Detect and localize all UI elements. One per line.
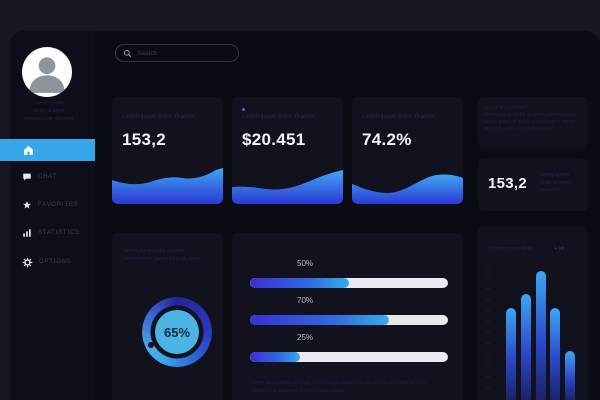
sidebar-item-options[interactable]: OPTIONS [22,255,92,269]
bar-chart-title: Lorem ipsum dolor [488,246,534,252]
sparkline-chart [352,166,463,204]
donut-card: Lorem ipsum dolor sit amet, consectetuer… [112,233,223,400]
progress-label: 70% [297,296,314,305]
search-placeholder: Search [137,49,158,57]
progress-track [250,278,448,288]
card-caption-line: consecte [540,187,561,193]
progress-fill [250,278,349,288]
bullet-dot-icon [242,108,245,111]
footer-text-line: incididunt ut labore et dolore magna ali… [250,388,346,394]
card-caption: Lorem ipsum dolor sit amet, consecte [540,172,582,195]
axis-tick [486,288,490,289]
bar [521,293,531,400]
bar [550,307,560,400]
axis-tick [486,299,490,300]
donut-caption-line: Lorem ipsum dolor sit amet, [124,248,186,254]
axis-tick [486,354,490,355]
star-icon [23,201,31,209]
user-bio-line: consectetuer elit amet [24,116,74,122]
bar-chart-card: Lorem ipsum dolor + sit [478,226,588,400]
card-value: 153,2 [122,130,167,149]
card-label: Lorem ipsum dolor sit amet [362,114,435,120]
axis-tick [486,266,490,267]
sidebar-item-label: STATISTICS [38,230,80,236]
card-value: $20.451 [242,130,306,149]
progress-card: 50% 70% 25% Lorem ipsum dolor sit amet, … [232,233,463,400]
axis-tick [486,365,490,366]
chat-icon [23,173,31,181]
text-line: Lorem ipsum dolor sit amet, consectetuer [484,112,576,118]
bar [565,351,575,400]
stat-card: Lorem ipsum dolor sit amet 153,2 [112,97,223,204]
footer-text-line: Lorem ipsum dolor sit amet, consectetur … [250,380,426,386]
user-bio: Lorem ipsum dolor sit amet consectetuer … [16,99,82,123]
sidebar-item-statistics[interactable]: STATISTICS [22,226,92,240]
sparkline-chart [232,166,343,204]
progress-footer: Lorem ipsum dolor sit amet, consectetur … [250,379,425,395]
axis-tick [486,310,490,311]
donut-percent: 65% [163,324,191,340]
donut-caption-line: consectetuer ipsum dolor sit amet. [124,256,201,262]
card-label: Lorem ipsum dolor sit amet [122,114,195,120]
progress-label: 50% [297,259,314,268]
card-label: Lorem ipsum dolor sit amet [242,114,315,120]
user-bio-line: dolor sit amet [33,108,64,114]
card-value: 74.2% [362,130,412,149]
progress-label: 25% [297,333,314,342]
stat-card-side: 153,2 Lorem ipsum dolor sit amet, consec… [478,158,588,211]
avatar[interactable] [22,47,72,97]
text-card: Lorem ipsum dolor Lorem ipsum dolor sit … [478,97,588,148]
progress-fill [250,315,389,325]
progress-fill [250,352,300,362]
text-line: Lorem ipsum dolor [484,105,526,111]
donut-gap [148,342,154,348]
bar [506,307,516,400]
progress-track [250,315,448,325]
stat-card: Lorem ipsum dolor sit amet $20.451 [232,97,343,204]
sidebar-item-home[interactable] [0,139,95,161]
card-value: 153,2 [488,175,528,192]
axis-tick [486,332,490,333]
user-icon [29,57,65,93]
bar-chart-legend: + sit [554,246,565,252]
sidebar-item-chat[interactable]: CHAT [22,170,92,184]
text-line: dolor sit amet, consectetuer elit [484,126,554,132]
sidebar-item-label: FAVORITES [38,202,79,208]
sidebar-item-favorites[interactable]: FAVORITES [22,198,92,212]
sparkline-chart [112,166,223,204]
sidebar-item-label: OPTIONS [39,259,72,265]
axis-tick [486,321,490,322]
user-bio-line: Lorem ipsum [34,100,64,106]
axis-tick [486,387,490,388]
search-icon [123,49,132,57]
axis-tick [486,343,490,344]
sidebar-item-label: CHAT [38,174,58,180]
progress-track [250,352,448,362]
stat-card: Lorem ipsum dolor sit amet 74.2% [352,97,463,204]
axis-tick [486,277,490,278]
search-input[interactable]: Search [115,44,239,62]
bar-chart-icon [23,229,31,237]
gear-icon [22,257,33,267]
donut-center: 65% [155,310,199,354]
card-caption-line: dolor sit amet, [540,179,572,186]
home-icon [24,145,33,155]
axis-tick [486,376,490,377]
donut-caption: Lorem ipsum dolor sit amet, consectetuer… [124,247,200,263]
bar [536,271,546,400]
card-caption-line: Lorem ipsum [540,172,569,178]
text-line: ipsum dolor sit amet, consectetuer ipsum [484,119,575,125]
